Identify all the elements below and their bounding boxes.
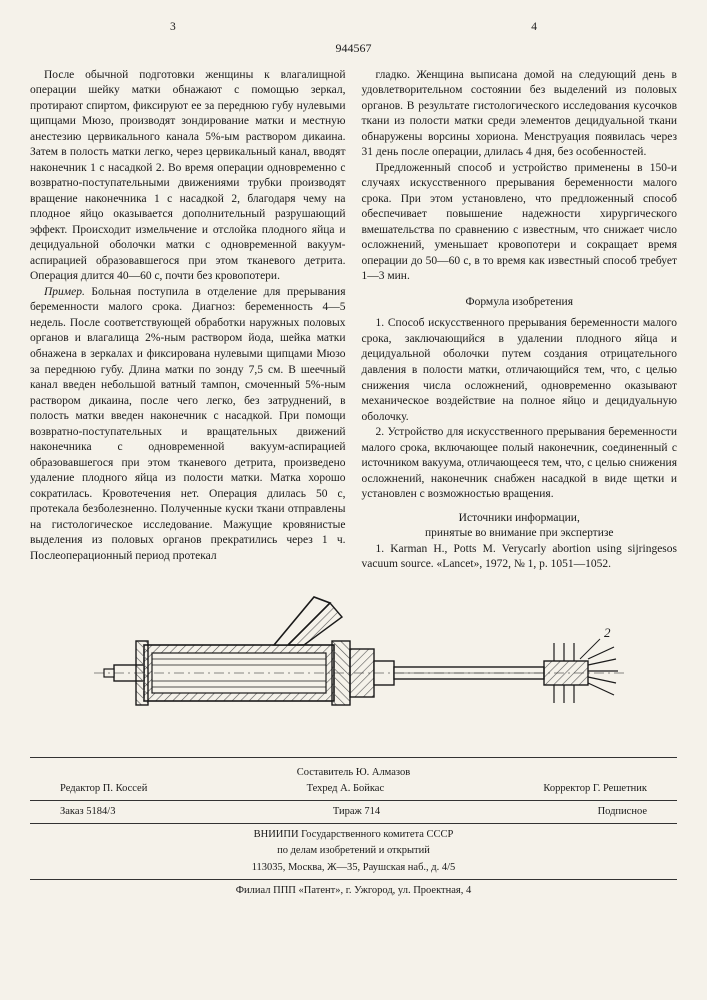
device-figure: 2 — [74, 587, 634, 747]
right-p2: Предложенный способ и устройство примене… — [362, 161, 678, 285]
techred: Техред А. Бойкас — [307, 782, 385, 796]
left-p2: Пример. Больная поступила в отделение дл… — [30, 285, 346, 564]
tirazh: Тираж 714 — [333, 805, 380, 819]
doc-number: 944567 — [30, 40, 677, 56]
editor: Редактор П. Коссей — [60, 782, 147, 796]
ref-1: 1. Karman H., Potts M. Verycarly abortio… — [362, 542, 678, 573]
refs-heading: Источники информации, принятые во вниман… — [362, 511, 678, 542]
claim-2: 2. Устройство для искусственного прерыва… — [362, 425, 678, 503]
compiler: Составитель Ю. Алмазов — [30, 766, 677, 780]
org2: по делам изобретений и открытий — [30, 844, 677, 858]
order: Заказ 5184/3 — [60, 805, 115, 819]
right-p1: гладко. Женщина выписана домой на следую… — [362, 68, 678, 161]
corrector: Корректор Г. Решетник — [543, 782, 647, 796]
text-columns: После обычной подготовки женщины к влага… — [30, 68, 677, 573]
addr2: Филиал ППП «Патент», г. Ужгород, ул. Про… — [30, 884, 677, 898]
left-p2-body: Больная поступила в отделение для прерыв… — [30, 286, 346, 562]
page-right: 4 — [531, 20, 537, 36]
left-column: После обычной подготовки женщины к влага… — [30, 68, 346, 573]
claims-heading: Формула изобретения — [362, 295, 678, 311]
footer: Составитель Ю. Алмазов Редактор П. Коссе… — [30, 757, 677, 898]
left-p1: После обычной подготовки женщины к влага… — [30, 68, 346, 285]
claim-1: 1. Способ искусственного прерывания бере… — [362, 316, 678, 425]
figure-label-2: 2 — [604, 625, 611, 640]
subscription: Подписное — [598, 805, 647, 819]
example-label: Пример. — [44, 286, 85, 298]
page-numbers: 3 4 — [30, 20, 677, 36]
addr1: 113035, Москва, Ж—35, Раушская наб., д. … — [30, 861, 677, 875]
org1: ВНИИПИ Государственного комитета СССР — [30, 828, 677, 842]
right-column: гладко. Женщина выписана домой на следую… — [362, 68, 678, 573]
page-left: 3 — [170, 20, 176, 36]
